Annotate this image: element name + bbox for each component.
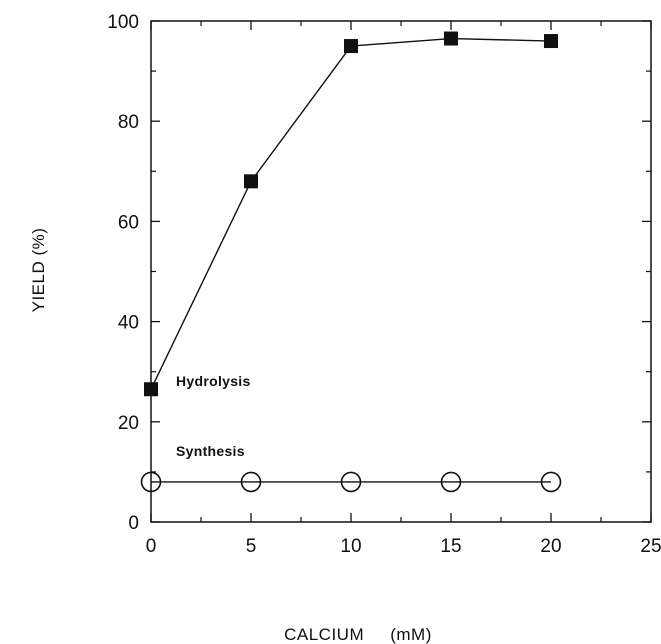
data-point-synthesis [240,471,262,493]
y-tick-label: 100 [107,12,139,33]
axis-ticks [150,20,652,523]
axis-tick-labels: 0 5 10 15 20 25 0 20 40 60 80 100 [107,12,661,557]
data-point-synthesis [540,471,562,493]
x-tick-label: 0 [146,536,157,557]
series-lines [150,37,552,483]
y-tick-label: 40 [118,313,139,334]
x-tick-label: 20 [540,536,561,557]
data-point-hydrolysis [344,39,358,54]
data-point-hydrolysis [444,31,458,46]
x-axis-label: CALCIUM (mM) [284,625,432,644]
x-tick-label: 10 [340,536,361,557]
data-point-hydrolysis [144,382,158,397]
y-tick-label: 0 [128,513,139,534]
data-point-hydrolysis [544,34,558,49]
data-point-synthesis [340,471,362,493]
series-line-hydrolysis [150,37,552,390]
synthesis-label: Synthesis [176,443,245,459]
y-tick-label: 20 [118,413,139,434]
x-tick-label: 5 [246,536,257,557]
data-point-synthesis [140,471,162,493]
y-tick-label: 60 [118,212,139,233]
y-tick-label: 80 [118,112,139,133]
x-tick-label: 15 [440,536,461,557]
series-markers [140,31,562,493]
x-tick-label: 25 [640,536,661,557]
data-point-hydrolysis [244,174,258,189]
y-axis-label: YIELD (%) [29,228,48,313]
data-point-synthesis [440,471,462,493]
hydrolysis-label: Hydrolysis [176,373,251,389]
